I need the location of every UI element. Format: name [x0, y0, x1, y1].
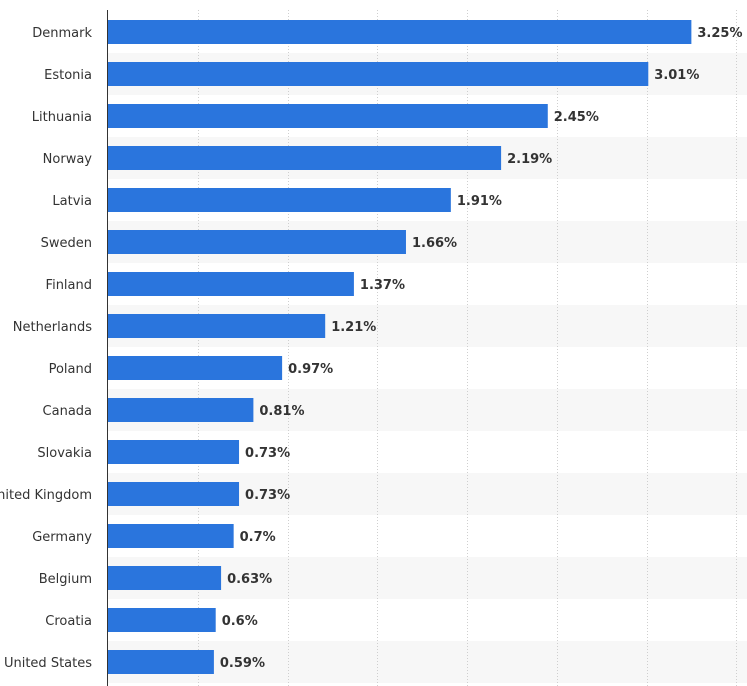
- value-label: 0.63%: [227, 572, 272, 587]
- value-label: 0.59%: [220, 656, 265, 671]
- category-label: Germany: [32, 530, 92, 545]
- bar[interactable]: [108, 566, 222, 590]
- category-label: United States: [4, 656, 92, 671]
- bar[interactable]: [108, 650, 214, 674]
- category-label: Finland: [46, 278, 92, 293]
- value-label: 0.81%: [259, 404, 304, 419]
- value-label: 0.73%: [245, 446, 290, 461]
- category-label: United Kingdom: [0, 488, 92, 503]
- value-label: 2.19%: [507, 152, 552, 167]
- bar[interactable]: [108, 524, 234, 548]
- bars: [108, 20, 692, 674]
- category-label: Canada: [43, 404, 92, 419]
- category-label: Sweden: [41, 236, 92, 251]
- value-label: 0.97%: [288, 362, 333, 377]
- bar[interactable]: [108, 440, 240, 464]
- category-label: Netherlands: [13, 320, 92, 335]
- category-label: Poland: [49, 362, 92, 377]
- bar[interactable]: [108, 188, 451, 212]
- bar[interactable]: [108, 482, 240, 506]
- value-label: 3.01%: [654, 68, 699, 83]
- value-label: 3.25%: [697, 26, 742, 41]
- value-label: 0.6%: [222, 614, 258, 629]
- category-label: Estonia: [44, 68, 92, 83]
- category-labels: Denmark Estonia Lithuania Norway Latvia Swede…: [0, 26, 92, 671]
- bar[interactable]: [108, 398, 254, 422]
- category-label: Belgium: [39, 572, 92, 587]
- category-label: Latvia: [52, 194, 92, 209]
- value-label: 1.91%: [457, 194, 502, 209]
- bar[interactable]: [108, 62, 649, 86]
- bar[interactable]: [108, 272, 354, 296]
- bar[interactable]: [108, 146, 502, 170]
- bar[interactable]: [108, 230, 406, 254]
- category-label: Norway: [43, 152, 93, 167]
- value-label: 1.37%: [360, 278, 405, 293]
- value-label: 0.73%: [245, 488, 290, 503]
- value-labels: 3.25% 3.01% 2.45% 2.19% 1.91% 1.66% 1.37% 1.21%…: [220, 26, 743, 671]
- bar[interactable]: [108, 314, 326, 338]
- bar[interactable]: [108, 20, 692, 44]
- value-label: 1.21%: [331, 320, 376, 335]
- row-band: [108, 641, 747, 683]
- bar[interactable]: [108, 608, 216, 632]
- category-label: Croatia: [45, 614, 92, 629]
- value-label: 2.45%: [554, 110, 599, 125]
- value-label: 0.7%: [240, 530, 276, 545]
- category-label: Slovakia: [37, 446, 92, 461]
- category-label: Denmark: [32, 26, 92, 41]
- bar[interactable]: [108, 356, 283, 380]
- category-label: Lithuania: [32, 110, 92, 125]
- bar[interactable]: [108, 104, 548, 128]
- value-label: 1.66%: [412, 236, 457, 251]
